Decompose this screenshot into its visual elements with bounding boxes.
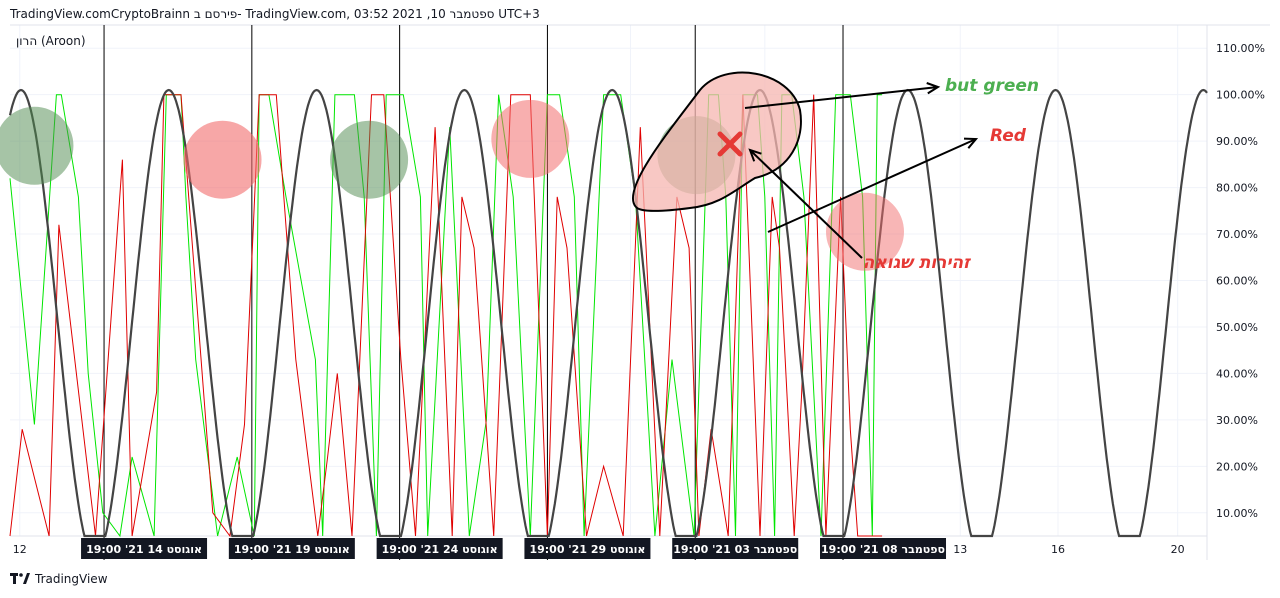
session-badge-label: 19:00 '21 ספטמבר 03 [673,543,797,556]
y-tick-label: 80.00% [1216,182,1258,195]
y-tick-label: 90.00% [1216,135,1258,148]
session-badge-label: 19:00 '21 אוגוסט 14 [86,543,202,556]
session-badge-label: 19:00 '21 אוגוסט 19 [234,543,350,556]
x-tick-label: 12 [13,543,27,556]
arrow-to-but-green-head [926,82,941,95]
chart-header: TradingView.comCryptoBrainn פירסם ב- Tra… [10,7,540,21]
tradingview-brand: TradingView [35,572,108,586]
tradingview-footer[interactable]: TradingView [10,572,108,586]
y-tick-label: 70.00% [1216,228,1258,241]
y-tick-label: 20.00% [1216,460,1258,473]
bull-zone-circle [330,120,409,199]
y-tick-label: 50.00% [1216,321,1258,334]
arrow-to-red [767,138,977,233]
session-badge[interactable] [376,538,503,559]
x-tick-label: 20 [1171,543,1185,556]
error-x-icon [717,131,743,157]
session-badge[interactable] [228,538,355,559]
arrow-to-red-head [963,137,979,149]
y-tick-label: 30.00% [1216,414,1258,427]
x-tick-label: 13 [953,543,967,556]
session-badge[interactable] [820,538,947,559]
annotation-false-warning: זהירות שגואה [863,253,971,273]
session-badge-label: 19:00 '21 ספטמבר 08 [821,543,945,556]
arrow-to-but-green [744,86,939,109]
bear-zone-circle [826,192,904,271]
bull-zone-circle [0,106,74,185]
y-tick-label: 110.00% [1216,42,1265,55]
bear-zone-circle [491,99,570,178]
indicator-title: הרון (Aroon) [16,34,86,48]
arrow-to-warning [749,149,863,259]
session-badge[interactable] [524,538,651,559]
y-tick-label: 60.00% [1216,275,1258,288]
oscillator-line [8,88,1208,538]
x-tick-label: 16 [1051,543,1065,556]
annotation-red: Red [990,126,1027,146]
session-badge[interactable] [672,538,799,559]
annotation-but-green: but green [945,76,1039,96]
session-badge-label: 19:00 '21 אוגוסט 29 [529,543,645,556]
y-tick-label: 100.00% [1216,89,1265,102]
y-tick-label: 40.00% [1216,367,1258,380]
arrow-to-warning-head [748,148,762,162]
tradingview-logo-icon [10,573,30,584]
y-tick-label: 10.00% [1216,507,1258,520]
bear-zone-circle [183,120,262,199]
session-badge[interactable] [81,538,208,559]
session-badge-label: 19:00 '21 אוגוסט 24 [382,543,498,556]
